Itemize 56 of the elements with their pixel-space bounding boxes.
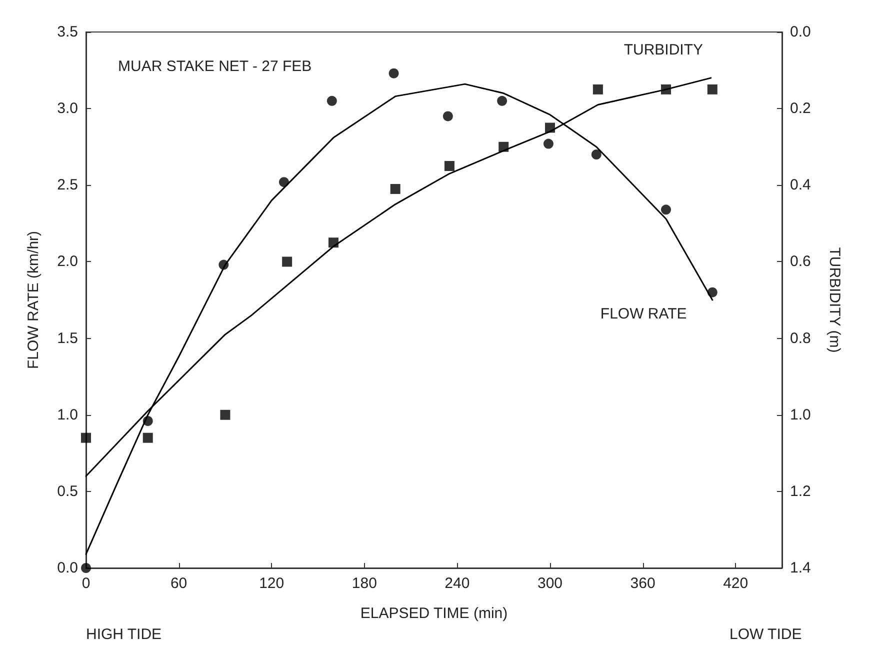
- point: [388, 68, 399, 78]
- point: [498, 142, 509, 152]
- point: [142, 432, 153, 443]
- point: [497, 96, 508, 106]
- point: [545, 122, 555, 133]
- y-tick-label: 3.0: [57, 100, 78, 118]
- x-tick-label: 0: [82, 575, 90, 592]
- point: [707, 287, 718, 298]
- text: MUAR STAKE NET - 27 FEB: [118, 58, 312, 75]
- point: [592, 84, 603, 94]
- x-tick-label: 60: [170, 575, 188, 592]
- y2-tick-label: 1.2: [790, 482, 811, 500]
- y2-tick-label: 0.6: [790, 253, 811, 270]
- point: [282, 256, 292, 267]
- x-tick-label: 240: [444, 575, 470, 592]
- series-label: TURBIDITY: [624, 41, 704, 58]
- point: [442, 111, 453, 122]
- y-tick-label: 0.5: [57, 482, 78, 500]
- x-tick-label: 120: [259, 575, 284, 592]
- point: [328, 238, 338, 248]
- y-axis-title: FLOW RATE (km/hr): [25, 230, 42, 370]
- y-tick-label: 1.5: [57, 330, 78, 347]
- x-tick-label: 420: [723, 575, 748, 592]
- x-tick-label: 180: [352, 575, 377, 592]
- point: [220, 410, 230, 420]
- y2-tick-label: 0.2: [790, 100, 811, 118]
- text: HIGH TIDE: [86, 626, 162, 643]
- y2-tick-label: 0.4: [790, 176, 811, 194]
- y-tick-label: 3.5: [57, 24, 78, 40]
- x-tick-label: 360: [630, 575, 656, 592]
- y2-axis-title: TURBIDITY (m): [826, 247, 843, 353]
- series-label: FLOW RATE: [600, 306, 687, 322]
- y2-tick-label: 1.0: [790, 406, 811, 424]
- point: [142, 416, 153, 426]
- x-tick-label: 300: [537, 575, 563, 592]
- point: [591, 150, 602, 160]
- y2-tick-label: 0.0: [790, 24, 811, 40]
- y-tick-label: 2.0: [57, 253, 78, 270]
- point: [543, 138, 554, 149]
- y2-tick-label: 0.8: [790, 330, 811, 347]
- point: [661, 84, 671, 94]
- point: [278, 177, 289, 188]
- y-tick-label: 0.0: [57, 560, 78, 576]
- x-axis-title: ELAPSED TIME (min): [360, 605, 508, 622]
- point: [444, 161, 454, 171]
- point: [326, 96, 337, 106]
- y2-tick-label: 1.4: [790, 560, 811, 576]
- point: [81, 432, 91, 443]
- y-tick-label: 2.5: [57, 176, 78, 194]
- point: [218, 260, 229, 270]
- point: [81, 563, 91, 573]
- point: [661, 204, 671, 215]
- point: [707, 84, 718, 94]
- point: [390, 184, 400, 194]
- y-tick-label: 1.0: [57, 406, 78, 424]
- text: LOW TIDE: [730, 626, 802, 643]
